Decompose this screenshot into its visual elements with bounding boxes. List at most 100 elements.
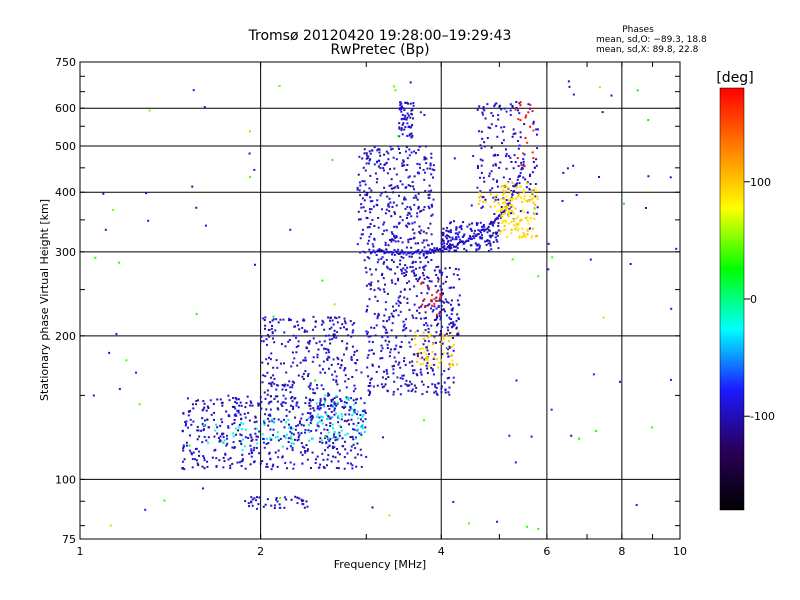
data-point — [231, 462, 234, 465]
data-point — [279, 506, 282, 509]
data-point — [422, 281, 425, 284]
data-point — [450, 318, 453, 321]
data-point — [520, 164, 523, 167]
data-point — [328, 334, 331, 337]
data-point — [310, 419, 313, 422]
data-point — [514, 207, 517, 210]
data-point — [382, 250, 385, 253]
data-point — [310, 430, 313, 433]
data-point — [227, 425, 230, 428]
data-point — [346, 432, 349, 435]
data-point — [427, 353, 430, 356]
data-point — [319, 463, 322, 466]
data-point — [211, 456, 214, 459]
data-point — [401, 133, 404, 136]
data-point — [504, 184, 507, 187]
data-point — [501, 220, 504, 223]
data-point — [360, 203, 363, 206]
data-point — [365, 271, 368, 274]
data-point — [458, 238, 461, 241]
data-point — [301, 413, 304, 416]
data-point — [271, 381, 274, 384]
data-point — [448, 249, 451, 252]
data-point — [364, 183, 367, 186]
data-point — [352, 438, 355, 441]
data-point — [534, 203, 537, 206]
data-point — [520, 168, 523, 171]
data-point — [470, 229, 473, 232]
data-point — [392, 187, 395, 190]
data-point — [423, 323, 426, 326]
data-point — [447, 340, 450, 343]
data-point — [490, 170, 493, 173]
data-point — [396, 388, 399, 391]
data-point — [325, 441, 328, 444]
data-point — [415, 267, 418, 270]
data-point — [233, 418, 236, 421]
data-point — [486, 103, 489, 106]
data-point — [504, 189, 507, 192]
data-point — [320, 384, 323, 387]
data-point — [435, 331, 438, 334]
data-point — [356, 410, 359, 413]
data-point — [271, 319, 274, 322]
data-point — [345, 386, 348, 389]
data-point — [422, 254, 425, 257]
data-point — [408, 255, 411, 258]
data-point — [406, 205, 409, 208]
data-point — [298, 420, 301, 423]
data-point — [349, 320, 352, 323]
data-point — [468, 223, 471, 226]
data-point — [420, 317, 423, 320]
data-point — [372, 249, 375, 252]
data-point — [404, 198, 407, 201]
data-point — [282, 318, 285, 321]
data-point — [417, 207, 420, 210]
data-point — [450, 321, 453, 324]
data-point — [382, 277, 385, 280]
stats-line-x: mean, sd,X: 89.8, 22.8 — [596, 45, 699, 55]
data-point — [471, 222, 474, 225]
data-point — [484, 117, 487, 120]
data-point — [474, 242, 477, 245]
data-point — [118, 261, 121, 264]
data-point — [526, 182, 529, 185]
data-point — [412, 372, 415, 375]
data-point — [318, 408, 321, 411]
data-point — [521, 227, 524, 230]
data-point — [445, 314, 448, 317]
data-point — [422, 337, 425, 340]
data-point — [388, 184, 391, 187]
data-point — [455, 238, 458, 241]
data-point — [386, 320, 389, 323]
data-point — [595, 429, 598, 432]
data-point — [359, 251, 362, 254]
data-point — [244, 500, 247, 503]
data-point — [488, 234, 491, 237]
data-point — [286, 384, 289, 387]
data-point — [418, 252, 421, 255]
data-point — [364, 193, 367, 196]
data-point — [468, 237, 471, 240]
data-point — [410, 112, 413, 115]
data-point — [388, 355, 391, 358]
data-point — [414, 152, 417, 155]
data-point — [509, 209, 512, 212]
data-point — [183, 458, 186, 461]
data-point — [397, 304, 400, 307]
data-point — [406, 281, 409, 284]
data-point — [502, 201, 505, 204]
data-point — [368, 390, 371, 393]
data-point — [256, 442, 259, 445]
data-point — [432, 198, 435, 201]
data-point — [330, 460, 333, 463]
data-point — [366, 332, 369, 335]
data-point — [400, 110, 403, 113]
data-point — [439, 285, 442, 288]
data-point — [386, 343, 389, 346]
data-point — [291, 427, 294, 430]
data-point — [406, 297, 409, 300]
data-point — [419, 166, 422, 169]
data-point — [290, 438, 293, 441]
data-point — [402, 374, 405, 377]
